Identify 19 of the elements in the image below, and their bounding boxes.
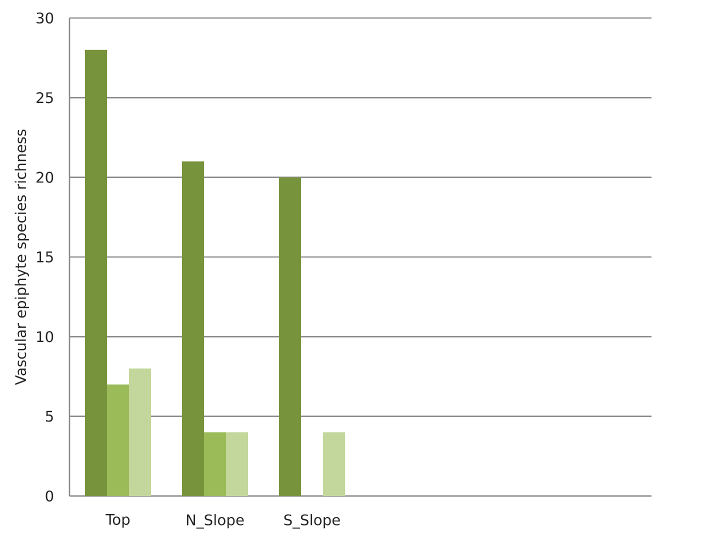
y-tick-label: 20 [36,172,54,183]
bar [182,161,204,496]
y-tick-label: 30 [36,12,54,24]
x-tick-label: N_Slope [186,514,244,529]
bar [85,50,107,496]
y-tick-label: 25 [36,92,53,104]
y-tick-label: 5 [46,410,53,422]
y-tick-label: 0 [46,490,54,502]
y-tick-label: 15 [37,252,53,262]
x-tick-label: S_Slope [284,514,340,529]
bar [129,368,152,496]
bar [107,384,130,496]
bar [279,177,301,496]
bar [323,432,345,496]
bar [226,432,248,496]
y-axis-title: Vascular epiphyte species richness [14,130,29,386]
bar [204,432,226,496]
y-tick-label: 10 [37,331,54,342]
x-tick-label: Top [106,514,130,528]
